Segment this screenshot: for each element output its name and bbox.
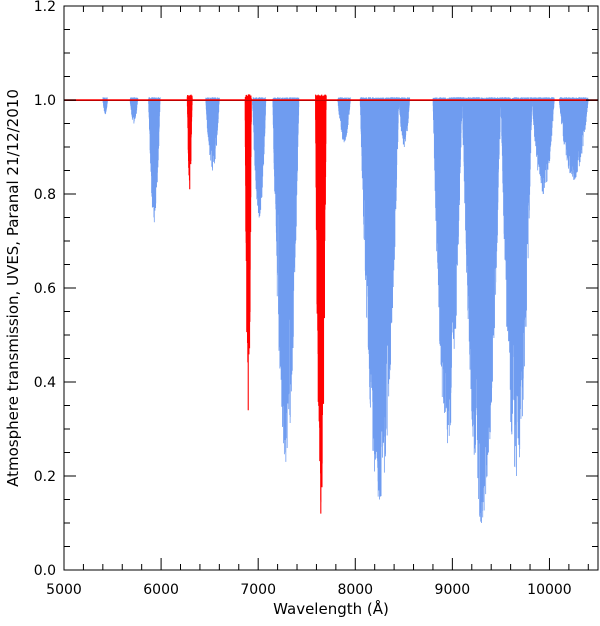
x-tick-label: 7000 [240,582,276,598]
y-tick-label: 0.8 [34,187,56,203]
water-band-4 [251,97,267,218]
y-tick-label: 1.0 [34,93,56,109]
water-band-11 [500,97,533,476]
x-tick-label: 6000 [143,582,179,598]
x-tick-label: 9000 [435,582,471,598]
y-tick-label: 0.6 [34,281,56,297]
y-tick-label: 1.2 [34,0,56,15]
absorption-bands [64,94,598,523]
water-band-12 [531,97,555,194]
y-tick-label: 0.2 [34,469,56,485]
water-band-13 [558,97,589,180]
water-band-9 [432,97,463,444]
y-tick-label: 0.0 [34,563,56,579]
oxygen-band-2 [314,94,327,514]
x-tick-label: 5000 [46,582,82,598]
water-band-3 [205,97,220,171]
water-band-2 [148,97,161,223]
water-band-10 [461,97,502,523]
oxygen-band-1 [244,94,252,411]
oxygen-band-0 [186,94,193,190]
water-band-1 [129,97,139,124]
y-tick-label: 0.4 [34,375,56,391]
x-tick-label: 8000 [337,582,373,598]
x-axis-label: Wavelength (Å) [273,599,389,618]
x-tick-label: 10000 [527,582,572,598]
axis-ticks [63,5,598,571]
water-band-5 [272,97,300,462]
water-band-8 [398,97,411,147]
water-band-7 [359,97,400,500]
y-axis-label: Atmosphere transmission, UVES, Paranal 2… [4,89,22,487]
tick-labels: 5000 6000 7000 8000 9000 10000 0.0 0.2 0.4 0.6 0.8… [34,0,572,598]
water-band-6 [337,97,351,143]
